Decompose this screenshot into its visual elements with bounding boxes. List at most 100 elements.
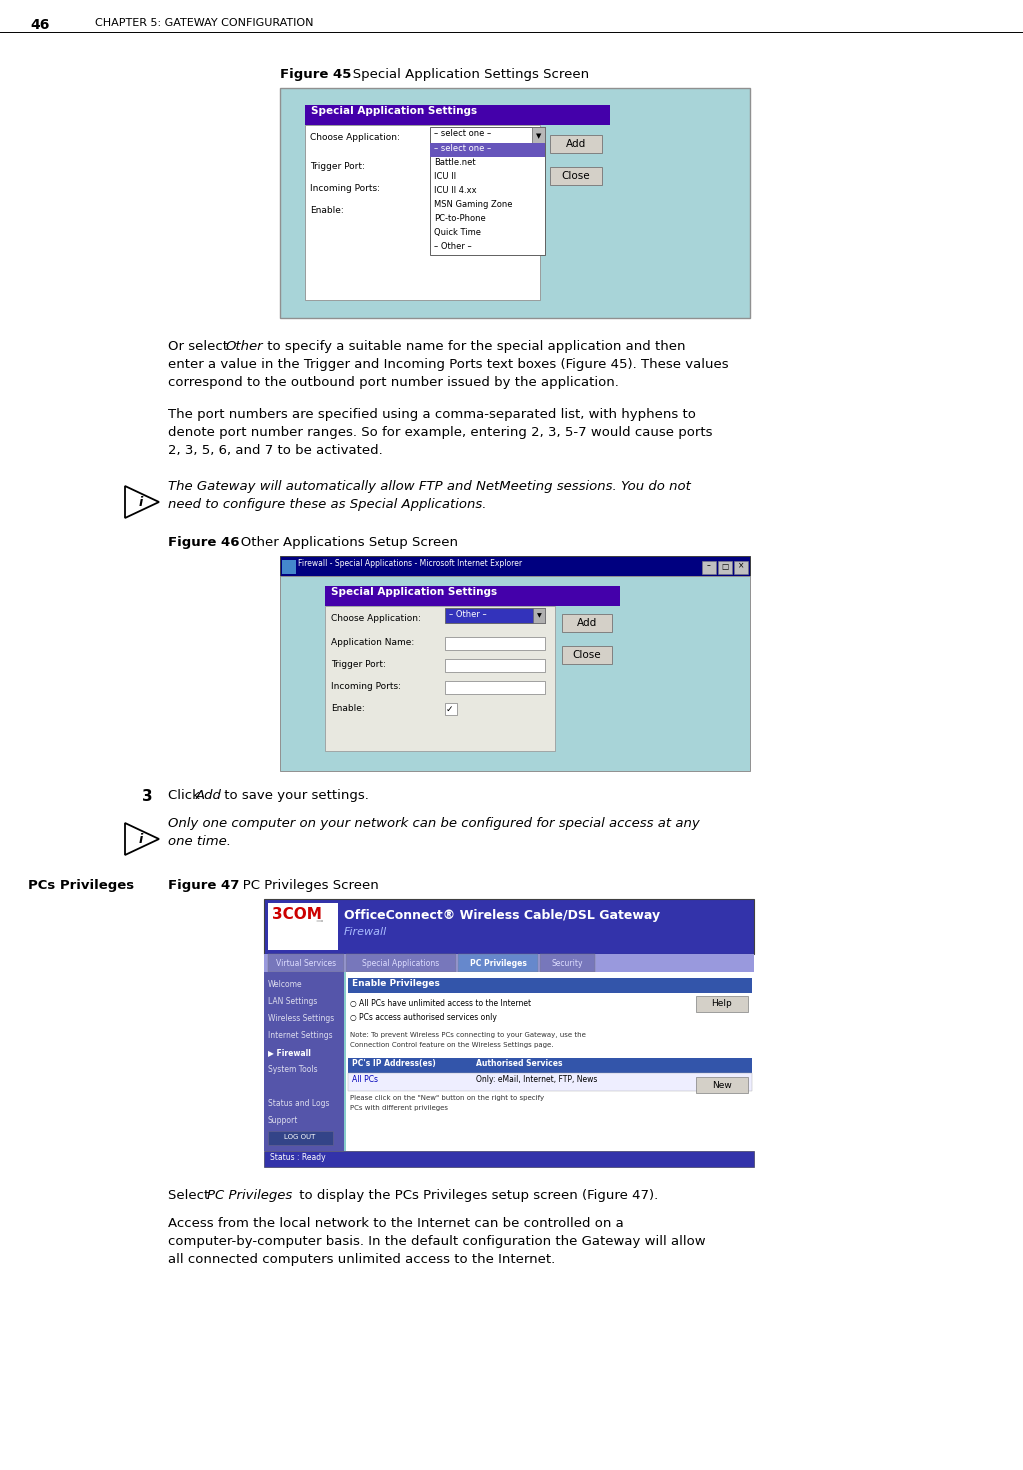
Bar: [325, 587, 620, 606]
Text: Firewall: Firewall: [344, 928, 388, 936]
Text: Incoming Ports:: Incoming Ports:: [310, 184, 380, 193]
Bar: [718, 562, 732, 573]
Text: Incoming Ports:: Incoming Ports:: [331, 682, 401, 691]
Bar: [268, 1130, 333, 1145]
Text: Select: Select: [168, 1189, 214, 1202]
Bar: [533, 609, 545, 623]
Text: i: i: [139, 495, 143, 509]
Bar: [325, 606, 555, 751]
Text: Special Application Settings Screen: Special Application Settings Screen: [340, 68, 589, 81]
Text: Choose Application:: Choose Application:: [310, 132, 400, 143]
Text: computer-by-computer basis. In the default configuration the Gateway will allow: computer-by-computer basis. In the defau…: [168, 1235, 706, 1248]
Bar: [346, 954, 456, 972]
Bar: [562, 614, 612, 632]
Text: PC Privileges: PC Privileges: [470, 958, 527, 967]
Text: New: New: [712, 1080, 731, 1089]
Bar: [562, 645, 612, 664]
Text: PCs Privileges: PCs Privileges: [28, 879, 134, 892]
Text: Trigger Port:: Trigger Port:: [310, 162, 365, 171]
Bar: [282, 560, 296, 573]
Text: Application Name:: Application Name:: [331, 638, 414, 647]
Text: need to configure these as Special Applications.: need to configure these as Special Appli…: [168, 498, 487, 512]
Text: Close: Close: [573, 650, 602, 660]
Bar: [696, 1078, 748, 1094]
Text: 46: 46: [30, 18, 49, 32]
Text: Authorised Services: Authorised Services: [476, 1058, 563, 1069]
Text: ▼: ▼: [536, 132, 541, 140]
Text: – Other –: – Other –: [449, 610, 487, 619]
Bar: [280, 556, 750, 576]
Bar: [445, 609, 545, 623]
Text: Enable Privileges: Enable Privileges: [352, 979, 440, 988]
Text: to display the PCs Privileges setup screen (Figure 47).: to display the PCs Privileges setup scre…: [295, 1189, 658, 1202]
Text: Access from the local network to the Internet can be controlled on a: Access from the local network to the Int…: [168, 1217, 624, 1230]
Text: to save your settings.: to save your settings.: [220, 789, 369, 803]
Text: Figure 45: Figure 45: [280, 68, 351, 81]
Bar: [264, 900, 754, 954]
Bar: [445, 703, 457, 714]
Text: –: –: [707, 562, 711, 570]
Text: LOG OUT: LOG OUT: [284, 1133, 316, 1141]
Text: 2, 3, 5, 6, and 7 to be activated.: 2, 3, 5, 6, and 7 to be activated.: [168, 444, 383, 457]
Bar: [430, 143, 545, 254]
Text: – select one –: – select one –: [434, 144, 491, 153]
Text: PC Privileges: PC Privileges: [207, 1189, 293, 1202]
Text: Internet Settings: Internet Settings: [268, 1030, 332, 1039]
Text: OfficeConnect® Wireless Cable/DSL Gateway: OfficeConnect® Wireless Cable/DSL Gatewa…: [344, 908, 660, 922]
Text: Wireless Settings: Wireless Settings: [268, 1014, 335, 1023]
Text: Figure 46: Figure 46: [168, 537, 239, 548]
Text: Connection Control feature on the Wireless Settings page.: Connection Control feature on the Wirele…: [350, 1042, 553, 1048]
Text: i: i: [139, 832, 143, 845]
Text: 3: 3: [142, 789, 152, 804]
Bar: [264, 1151, 754, 1167]
Text: ×: ×: [738, 562, 744, 570]
Bar: [264, 972, 344, 1151]
Bar: [540, 954, 595, 972]
Bar: [348, 1073, 752, 1091]
Bar: [445, 681, 545, 694]
Text: □: □: [721, 562, 728, 570]
Text: The port numbers are specified using a comma-separated list, with hyphens to: The port numbers are specified using a c…: [168, 409, 696, 420]
Bar: [458, 954, 538, 972]
Text: denote port number ranges. So for example, entering 2, 3, 5-7 would cause ports: denote port number ranges. So for exampl…: [168, 426, 712, 440]
Bar: [702, 562, 716, 573]
Bar: [430, 143, 545, 157]
Text: Welcome: Welcome: [268, 980, 303, 989]
Text: Please click on the "New" button on the right to specify: Please click on the "New" button on the …: [350, 1095, 544, 1101]
Text: Or select: Or select: [168, 340, 232, 353]
Text: Figure 47: Figure 47: [168, 879, 239, 892]
Text: to specify a suitable name for the special application and then: to specify a suitable name for the speci…: [263, 340, 685, 353]
Text: Battle.net: Battle.net: [434, 157, 476, 168]
Bar: [348, 978, 752, 994]
Bar: [268, 954, 344, 972]
Bar: [348, 1058, 752, 1073]
Text: Help: Help: [712, 1000, 732, 1008]
Text: – select one –: – select one –: [434, 129, 491, 138]
Text: Enable:: Enable:: [331, 704, 365, 713]
Bar: [346, 972, 754, 1151]
Text: Choose Application:: Choose Application:: [331, 614, 420, 623]
Text: Status : Ready: Status : Ready: [270, 1152, 325, 1161]
Bar: [280, 576, 750, 770]
Text: PC Privileges Screen: PC Privileges Screen: [230, 879, 379, 892]
Text: Add: Add: [566, 140, 586, 148]
Bar: [268, 903, 338, 950]
Text: Firewall - Special Applications - Microsoft Internet Explorer: Firewall - Special Applications - Micros…: [298, 559, 522, 567]
Text: MSN Gaming Zone: MSN Gaming Zone: [434, 200, 513, 209]
Bar: [305, 104, 610, 125]
Text: all connected computers unlimited access to the Internet.: all connected computers unlimited access…: [168, 1252, 555, 1266]
Text: Enable:: Enable:: [310, 206, 344, 215]
Bar: [532, 126, 545, 143]
Text: Other: Other: [225, 340, 263, 353]
Text: Trigger Port:: Trigger Port:: [331, 660, 386, 669]
Text: Special Application Settings: Special Application Settings: [331, 587, 497, 597]
Text: Note: To prevent Wireless PCs connecting to your Gateway, use the: Note: To prevent Wireless PCs connecting…: [350, 1032, 586, 1038]
Text: ICU II: ICU II: [434, 172, 456, 181]
Text: Add: Add: [577, 617, 597, 628]
Bar: [430, 126, 545, 143]
Text: Virtual Services: Virtual Services: [276, 958, 337, 967]
Bar: [445, 637, 545, 650]
Text: The Gateway will automatically allow FTP and NetMeeting sessions. You do not: The Gateway will automatically allow FTP…: [168, 481, 691, 492]
Text: Add: Add: [196, 789, 222, 803]
Text: ✓: ✓: [446, 706, 453, 714]
